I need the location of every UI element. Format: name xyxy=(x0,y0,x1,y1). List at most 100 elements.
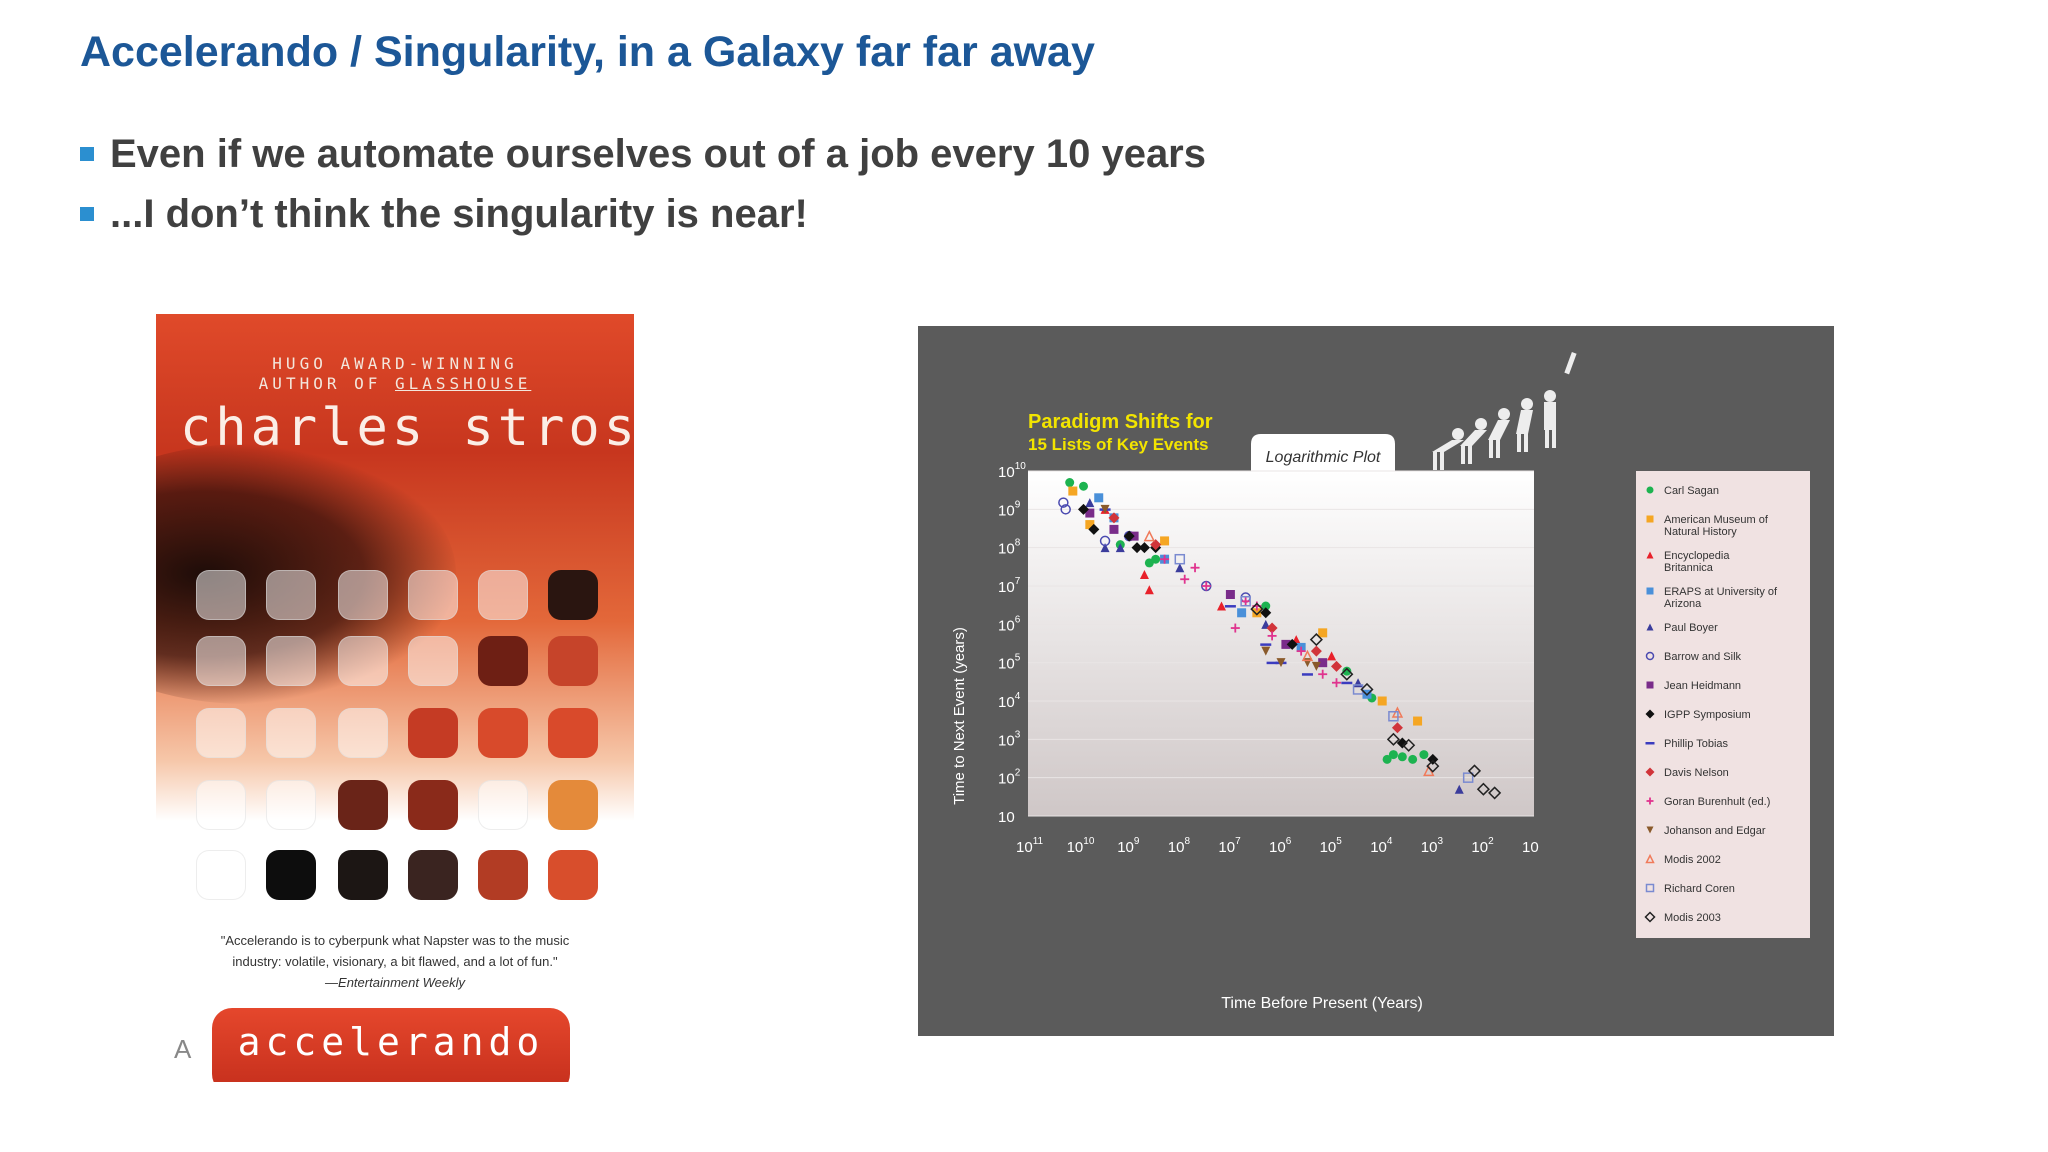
legend-item: Davis Nelson xyxy=(1645,767,1729,779)
x-tick-exponent: 7 xyxy=(1235,836,1241,847)
legend-label: Paul Boyer xyxy=(1664,622,1718,634)
legend-marker-icon xyxy=(1646,551,1654,559)
x-tick-exponent: 6 xyxy=(1286,836,1292,847)
figure-leg xyxy=(1468,446,1472,464)
legend-label: Britannica xyxy=(1664,562,1714,574)
legend-marker-icon xyxy=(1646,486,1654,494)
y-tick-exponent: 6 xyxy=(1015,614,1021,625)
data-point xyxy=(1340,667,1354,681)
legend-item: IGPP Symposium xyxy=(1645,709,1751,721)
legend-item: Johanson and Edgar xyxy=(1646,825,1766,837)
data-point xyxy=(1462,772,1474,783)
data-point xyxy=(1310,645,1322,657)
cover-tile xyxy=(196,850,246,900)
legend-label: Phillip Tobias xyxy=(1664,738,1729,750)
data-point xyxy=(1160,536,1170,546)
cover-author: charles stross xyxy=(180,398,634,458)
y-tick-exponent: 3 xyxy=(1015,729,1021,740)
legend-label: Arizona xyxy=(1664,598,1702,610)
data-point xyxy=(1427,753,1439,765)
x-tick-exponent: 2 xyxy=(1488,836,1494,847)
evolution-figure xyxy=(1460,418,1487,464)
y-tick-label: 104 xyxy=(998,691,1021,711)
data-point xyxy=(1261,619,1271,629)
legend-label: Jean Heidmann xyxy=(1664,680,1741,692)
data-point xyxy=(1094,493,1104,503)
data-point xyxy=(1190,563,1200,573)
legend-label: Davis Nelson xyxy=(1664,767,1729,779)
tab-label: Logarithmic Plot xyxy=(1266,449,1381,466)
cover-quote-line2: industry: volatile, visionary, a bit fla… xyxy=(232,954,558,969)
y-tick-label: 107 xyxy=(998,576,1021,596)
legend-item: Jean Heidmann xyxy=(1646,680,1741,692)
x-tick-exponent: 9 xyxy=(1134,836,1140,847)
cover-quote-source: —Entertainment Weekly xyxy=(325,975,465,990)
cover-title: accelerando xyxy=(237,1020,545,1064)
evolution-figure xyxy=(1432,428,1464,470)
cover-tile xyxy=(408,708,458,758)
y-tick-exponent: 9 xyxy=(1015,499,1021,510)
figure-leg xyxy=(1440,452,1444,470)
cover-award-text: HUGO AWARD-WINNING AUTHOR OF GLASSHOUSE xyxy=(156,354,634,394)
data-point xyxy=(1065,478,1075,488)
data-point xyxy=(1058,497,1069,508)
data-point xyxy=(1109,524,1119,534)
y-tick-label: 108 xyxy=(998,538,1021,558)
x-tick-label: 102 xyxy=(1471,836,1494,856)
slide-title: Accelerando / Singularity, in a Galaxy f… xyxy=(80,28,1095,76)
data-point xyxy=(1175,563,1185,573)
cover-tile xyxy=(408,850,458,900)
bullet-marker-icon xyxy=(80,147,94,161)
x-tick-label: 1010 xyxy=(1067,836,1095,856)
x-tick-exponent: 4 xyxy=(1387,836,1393,847)
data-point xyxy=(1079,481,1089,491)
x-tick-exponent: 3 xyxy=(1437,836,1443,847)
legend-label: Richard Coren xyxy=(1664,883,1735,895)
cover-tile xyxy=(548,570,598,620)
data-point xyxy=(1332,678,1342,688)
legend-item: Goran Burenhult (ed.) xyxy=(1646,796,1770,808)
legend-label: American Museum of xyxy=(1664,514,1769,526)
figure-head xyxy=(1475,418,1487,430)
data-point xyxy=(1266,622,1278,634)
cover-tile xyxy=(338,570,388,620)
data-point xyxy=(1174,553,1186,565)
data-point xyxy=(1260,607,1272,619)
cover-tile xyxy=(196,570,246,620)
data-point xyxy=(1060,504,1071,515)
x-tick-exponent: 5 xyxy=(1336,836,1342,847)
data-point xyxy=(1360,682,1374,697)
tab-logarithmic-plot: Logarithmic Plot xyxy=(1251,434,1395,471)
cover-title-banner xyxy=(212,1008,570,1082)
evolution-figure xyxy=(1544,390,1556,448)
cover-tile xyxy=(478,636,528,686)
legend-marker-icon xyxy=(1645,651,1655,661)
figure-head xyxy=(1521,398,1533,410)
cover-tile xyxy=(196,636,246,686)
x-tick-label: 105 xyxy=(1320,836,1343,856)
data-point xyxy=(1281,639,1291,649)
data-point xyxy=(1240,596,1251,607)
data-point xyxy=(1241,596,1251,606)
cover-tile xyxy=(408,780,458,830)
figure-head xyxy=(1544,390,1556,402)
data-point xyxy=(1413,716,1423,726)
data-point xyxy=(1216,601,1226,611)
data-point xyxy=(1143,529,1156,542)
y-tick-label: 102 xyxy=(998,768,1021,788)
evolution-figure xyxy=(1488,408,1510,458)
data-point xyxy=(1396,737,1408,749)
x-tick-exponent: 11 xyxy=(1033,836,1044,847)
data-point xyxy=(1286,638,1298,650)
cover-tile xyxy=(338,780,388,830)
cover-tile xyxy=(266,780,316,830)
x-tick-label: 109 xyxy=(1117,836,1140,856)
figure-body xyxy=(1488,420,1510,440)
legend-label: Barrow and Silk xyxy=(1664,651,1742,663)
data-point xyxy=(1100,543,1110,553)
legend-item: Modis 2002 xyxy=(1645,853,1721,866)
x-tick-label: 103 xyxy=(1421,836,1444,856)
figure-leg xyxy=(1433,452,1437,470)
data-point xyxy=(1085,508,1095,518)
